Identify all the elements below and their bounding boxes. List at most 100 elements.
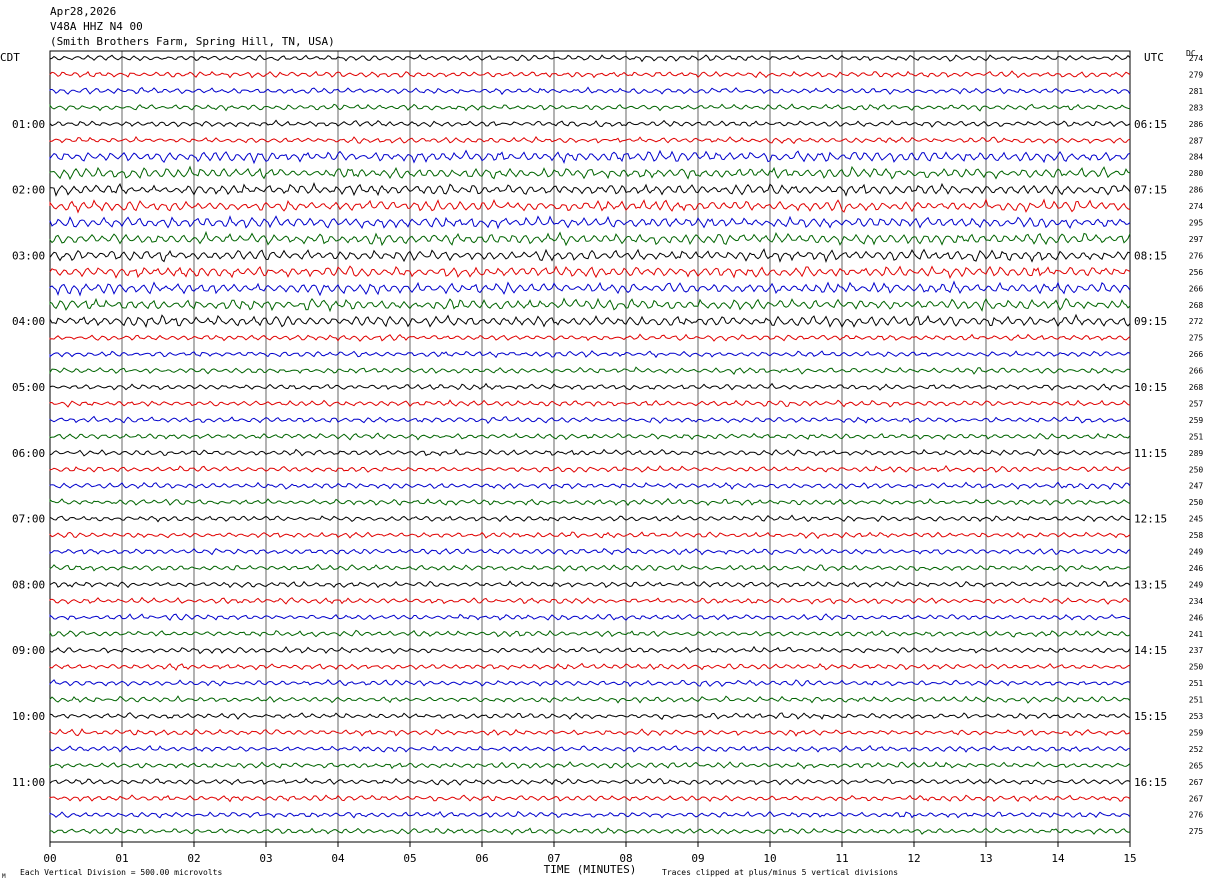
dc-offset-label: 267 bbox=[1189, 778, 1204, 787]
header-station: V48A HHZ N4 00 bbox=[50, 20, 143, 33]
x-tick-label: 00 bbox=[43, 852, 56, 865]
seismic-trace bbox=[49, 745, 1131, 753]
dc-offset-label: 250 bbox=[1189, 465, 1204, 474]
seismic-trace bbox=[49, 596, 1131, 605]
header-date: Apr28,2026 bbox=[50, 5, 117, 18]
seismic-trace bbox=[49, 70, 1131, 79]
seismic-trace bbox=[49, 662, 1131, 671]
seismic-trace bbox=[49, 481, 1131, 490]
dc-offset-label: 286 bbox=[1189, 186, 1204, 195]
dc-offset-label: 276 bbox=[1189, 811, 1204, 820]
seismic-trace bbox=[49, 728, 1131, 737]
cdt-time-label: 06:00 bbox=[12, 447, 45, 460]
dc-offset-label: 279 bbox=[1189, 70, 1204, 79]
cdt-time-label: 10:00 bbox=[12, 710, 45, 723]
utc-time-label: 15:15 bbox=[1134, 710, 1167, 723]
x-tick-label: 12 bbox=[907, 852, 920, 865]
dc-offset-label: 258 bbox=[1189, 531, 1204, 540]
utc-time-label: 16:15 bbox=[1134, 776, 1167, 789]
utc-time-label: 09:15 bbox=[1134, 315, 1167, 328]
x-tick-label: 09 bbox=[691, 852, 704, 865]
dc-offset-label: 234 bbox=[1189, 597, 1204, 606]
x-tick-label: 01 bbox=[115, 852, 128, 865]
seismic-trace bbox=[49, 135, 1131, 145]
seismic-trace bbox=[49, 794, 1131, 803]
seismic-trace bbox=[49, 810, 1131, 819]
seismic-trace bbox=[49, 448, 1131, 457]
seismic-trace bbox=[49, 366, 1131, 375]
seismic-trace bbox=[49, 230, 1131, 247]
dc-offset-label: 274 bbox=[1189, 202, 1204, 211]
dc-offset-label: 247 bbox=[1189, 482, 1204, 491]
dc-offset-label: 251 bbox=[1189, 432, 1204, 441]
seismic-trace bbox=[49, 712, 1131, 720]
dc-offset-label: 275 bbox=[1189, 827, 1204, 836]
seismic-trace bbox=[49, 629, 1131, 638]
seismic-trace bbox=[49, 563, 1131, 573]
cdt-time-label: 03:00 bbox=[12, 249, 45, 262]
seismic-trace bbox=[49, 613, 1131, 621]
dc-offset-label: 275 bbox=[1189, 334, 1204, 343]
x-tick-label: 11 bbox=[835, 852, 848, 865]
seismic-trace bbox=[49, 777, 1131, 786]
dc-offset-label: 297 bbox=[1189, 235, 1204, 244]
cdt-time-label: 01:00 bbox=[12, 118, 45, 131]
right-axis-title: UTC bbox=[1144, 51, 1164, 64]
dc-offset-label: 250 bbox=[1189, 663, 1204, 672]
seismic-trace bbox=[49, 313, 1131, 328]
seismic-trace bbox=[49, 165, 1131, 181]
dc-offset-label: 289 bbox=[1189, 449, 1204, 458]
x-tick-label: 08 bbox=[619, 852, 632, 865]
left-axis-title: CDT bbox=[0, 51, 20, 64]
seismic-trace bbox=[49, 415, 1131, 425]
dc-offset-label: 246 bbox=[1189, 564, 1204, 573]
utc-time-label: 13:15 bbox=[1134, 578, 1167, 591]
utc-time-label: 10:15 bbox=[1134, 381, 1167, 394]
seismic-trace bbox=[49, 761, 1131, 770]
utc-time-label: 08:15 bbox=[1134, 249, 1167, 262]
dc-offset-label: 268 bbox=[1189, 383, 1204, 392]
dc-offset-label: 276 bbox=[1189, 251, 1204, 260]
seismic-trace bbox=[49, 297, 1131, 313]
utc-time-label: 11:15 bbox=[1134, 447, 1167, 460]
dc-offset-label: 257 bbox=[1189, 399, 1204, 408]
seismic-trace bbox=[49, 119, 1131, 128]
dc-offset-label: 287 bbox=[1189, 136, 1204, 145]
plot-frame bbox=[49, 50, 1131, 843]
dc-offset-label: 259 bbox=[1189, 728, 1204, 737]
cdt-time-label: 09:00 bbox=[12, 644, 45, 657]
seismic-trace bbox=[49, 827, 1131, 836]
dc-offset-label: 281 bbox=[1189, 87, 1204, 96]
header-location: (Smith Brothers Farm, Spring Hill, TN, U… bbox=[50, 35, 335, 48]
seismic-trace bbox=[49, 333, 1131, 342]
seismic-trace bbox=[49, 280, 1131, 297]
seismic-trace bbox=[49, 679, 1131, 688]
dc-offset-label: 249 bbox=[1189, 580, 1204, 589]
dc-offset-label: 251 bbox=[1189, 696, 1204, 705]
utc-time-label: 14:15 bbox=[1134, 644, 1167, 657]
dc-offset-label: 284 bbox=[1189, 153, 1204, 162]
utc-time-label: 12:15 bbox=[1134, 513, 1167, 526]
dc-offset-label: 272 bbox=[1189, 317, 1204, 326]
dc-offset-label: 266 bbox=[1189, 284, 1204, 293]
dc-offset-label: 256 bbox=[1189, 268, 1204, 277]
seismic-trace bbox=[49, 531, 1131, 540]
x-tick-label: 04 bbox=[331, 852, 345, 865]
dc-offset-label: 266 bbox=[1189, 350, 1204, 359]
seismic-trace bbox=[49, 265, 1131, 279]
dc-offset-label: 268 bbox=[1189, 301, 1204, 310]
seismic-trace bbox=[49, 514, 1130, 523]
dc-offset-label: 253 bbox=[1189, 712, 1204, 721]
dc-offset-label: 295 bbox=[1189, 219, 1204, 228]
clipping-note: Traces clipped at plus/minus 5 vertical … bbox=[662, 868, 898, 877]
seismic-trace bbox=[49, 465, 1131, 473]
dc-offset-label: 259 bbox=[1189, 416, 1204, 425]
dc-offset-label: 266 bbox=[1189, 367, 1204, 376]
utc-time-label: 07:15 bbox=[1134, 184, 1167, 197]
seismic-trace bbox=[49, 350, 1131, 359]
seismic-trace bbox=[49, 248, 1131, 264]
x-tick-label: 15 bbox=[1123, 852, 1136, 865]
cdt-time-label: 05:00 bbox=[12, 381, 45, 394]
x-tick-label: 06 bbox=[475, 852, 488, 865]
